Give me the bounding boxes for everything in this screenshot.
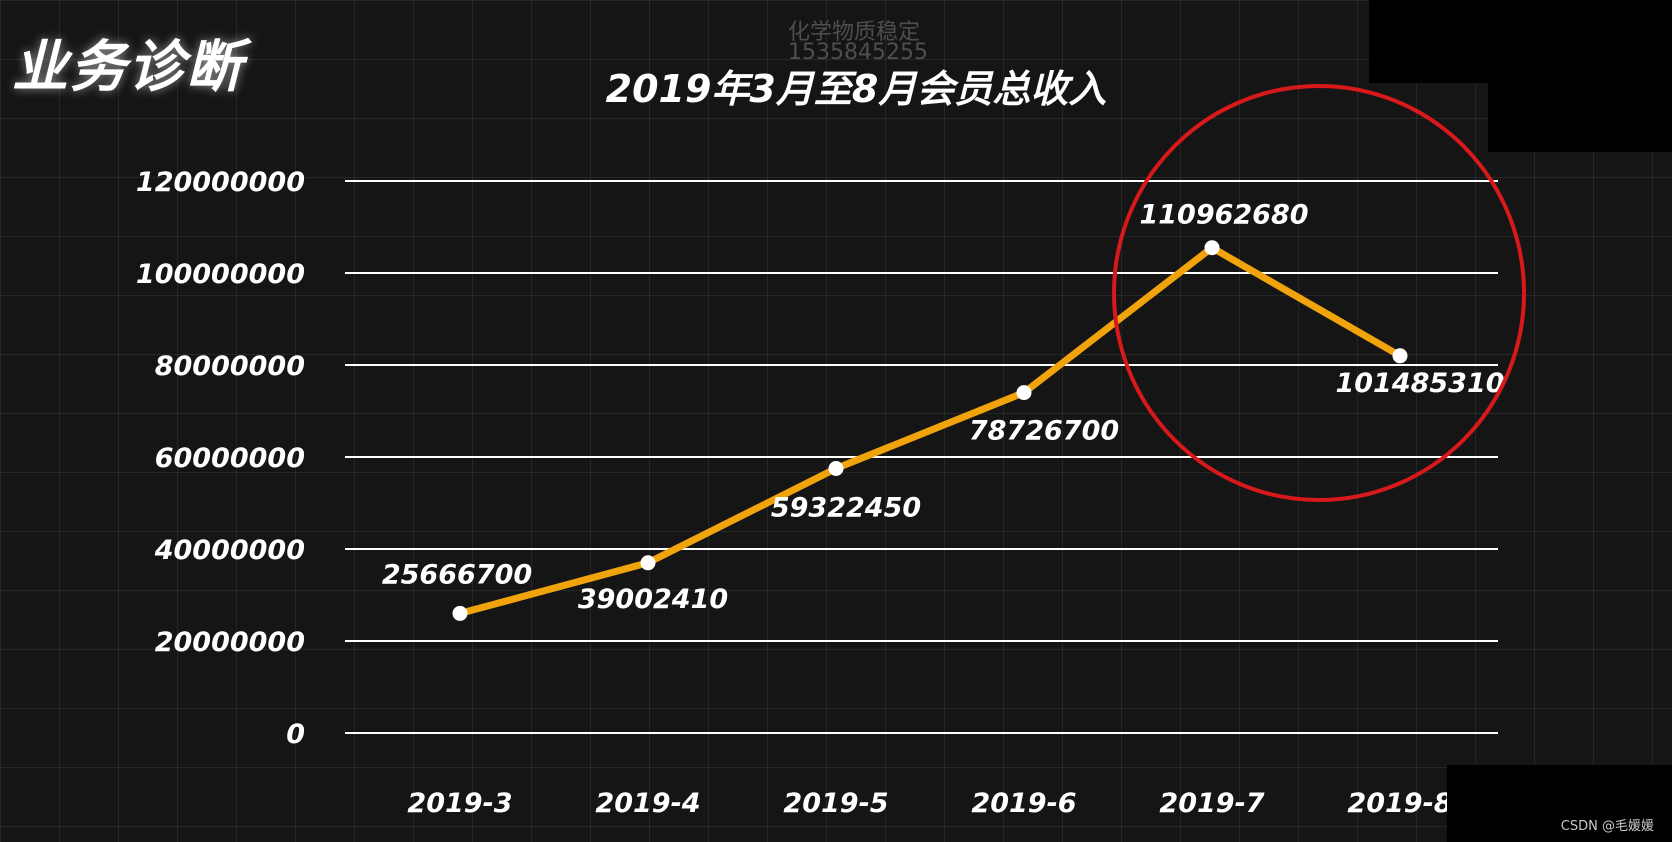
- data-labels: 25666700 39002410 59322450 78726700 11096268…: [382, 200, 1505, 615]
- series-line: [456, 244, 1404, 617]
- data-point: [828, 461, 844, 476]
- y-tick-label: 60000000: [155, 443, 305, 474]
- x-tick-label: 2019-5: [783, 788, 888, 819]
- data-point: [1016, 385, 1032, 401]
- y-tick-label: 0: [286, 719, 305, 750]
- data-label: 25666700: [382, 559, 532, 590]
- source-credit: CSDN @毛媛媛: [1560, 819, 1654, 834]
- data-label: 39002410: [578, 584, 728, 615]
- y-tick-label: 20000000: [155, 627, 305, 658]
- x-tick-label: 2019-7: [1159, 788, 1264, 819]
- highlight-annotation: [1112, 84, 1526, 502]
- watermark-number: 1535845255: [788, 40, 928, 65]
- y-axis-tick-labels: 0 20000000 40000000 60000000 80000000 1000000…: [136, 167, 305, 750]
- x-tick-label: 2019-6: [971, 788, 1076, 819]
- data-point: [452, 605, 468, 621]
- highlight-circle: [1112, 84, 1526, 502]
- redaction-box-top: [1369, 0, 1672, 83]
- chart-title: 2019年3月至8月会员总收入: [605, 67, 1107, 111]
- x-axis-tick-labels: 2019-3 2019-4 2019-5 2019-6 2019-7 2019-8: [407, 788, 1452, 819]
- data-point: [640, 555, 656, 571]
- data-label: 59322450: [771, 493, 921, 524]
- redaction-box-bottom: [1447, 765, 1672, 842]
- data-label: 78726700: [969, 416, 1119, 447]
- redaction-box-top-lower: [1488, 83, 1672, 152]
- data-point: [1204, 240, 1220, 256]
- x-tick-label: 2019-3: [407, 788, 512, 819]
- data-label: 101485310: [1335, 368, 1504, 399]
- y-tick-label: 120000000: [136, 167, 305, 198]
- section-title: 业务诊断: [12, 35, 244, 100]
- x-tick-label: 2019-8: [1347, 788, 1452, 819]
- series-line-path: [456, 244, 1404, 617]
- x-tick-label: 2019-4: [595, 788, 700, 819]
- y-tick-label: 40000000: [154, 535, 305, 566]
- data-point: [1392, 348, 1408, 364]
- data-label: 110962680: [1139, 200, 1308, 231]
- watermark-text: 化学物质稳定: [788, 20, 921, 45]
- gridlines: [345, 180, 1498, 734]
- y-tick-label: 80000000: [155, 351, 305, 382]
- y-tick-label: 100000000: [136, 259, 305, 290]
- data-points: [452, 240, 1408, 621]
